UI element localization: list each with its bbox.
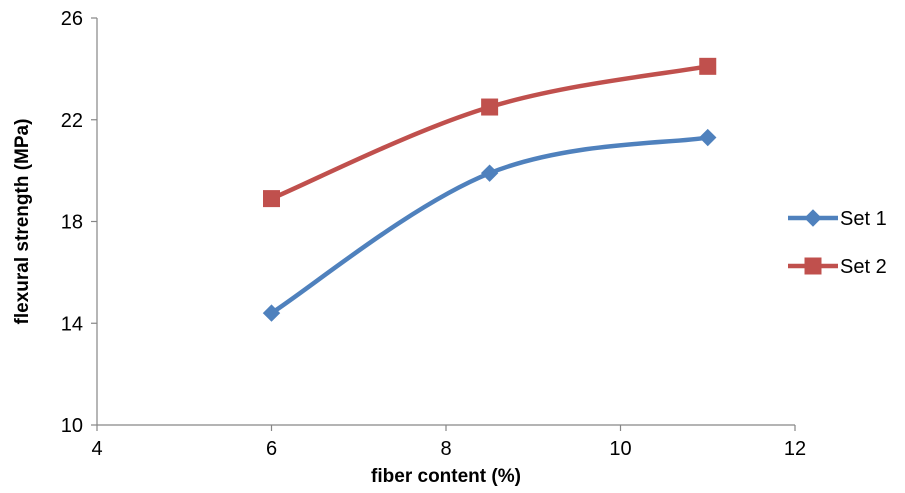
x-axis-ticks: 4 6 8 10 12 xyxy=(91,425,806,460)
data-point-set-1 xyxy=(262,304,281,322)
legend-marker-set-2 xyxy=(804,257,822,275)
y-tick-label: 14 xyxy=(61,313,83,335)
legend-label-set-2: Set 2 xyxy=(840,256,887,278)
series-line-set-1 xyxy=(269,135,710,316)
legend-label-set-1: Set 1 xyxy=(840,208,887,230)
series-set-2 xyxy=(263,57,717,208)
y-tick-label: 26 xyxy=(61,8,83,30)
data-point-set-2 xyxy=(481,98,499,116)
legend-marker-set-1 xyxy=(804,209,822,227)
x-tick-label: 12 xyxy=(784,438,806,460)
y-axis-ticks: 10 14 18 22 26 xyxy=(61,8,97,437)
data-point-set-1 xyxy=(480,164,499,182)
legend-item-set-1: Set 1 xyxy=(788,208,887,230)
legend-item-set-2: Set 2 xyxy=(788,256,887,278)
y-axis-title: flexural strength (MPa) xyxy=(12,119,33,325)
data-point-set-2 xyxy=(699,57,717,75)
y-tick-label: 10 xyxy=(61,415,83,437)
x-tick-label: 8 xyxy=(440,438,451,460)
x-tick-label: 4 xyxy=(91,438,102,460)
data-point-set-2 xyxy=(263,190,280,208)
x-tick-label: 6 xyxy=(266,438,277,460)
legend: Set 1 Set 2 xyxy=(788,208,887,278)
data-point-set-1 xyxy=(699,128,717,147)
series xyxy=(262,57,717,322)
y-tick-label: 18 xyxy=(61,212,83,234)
series-set-1 xyxy=(262,128,717,322)
y-tick-label: 22 xyxy=(61,110,83,132)
x-axis-title: fiber content (%) xyxy=(371,466,521,487)
axes: 10 14 18 22 26 4 6 8 10 12 xyxy=(61,8,806,460)
x-tick-label: 10 xyxy=(609,438,631,460)
